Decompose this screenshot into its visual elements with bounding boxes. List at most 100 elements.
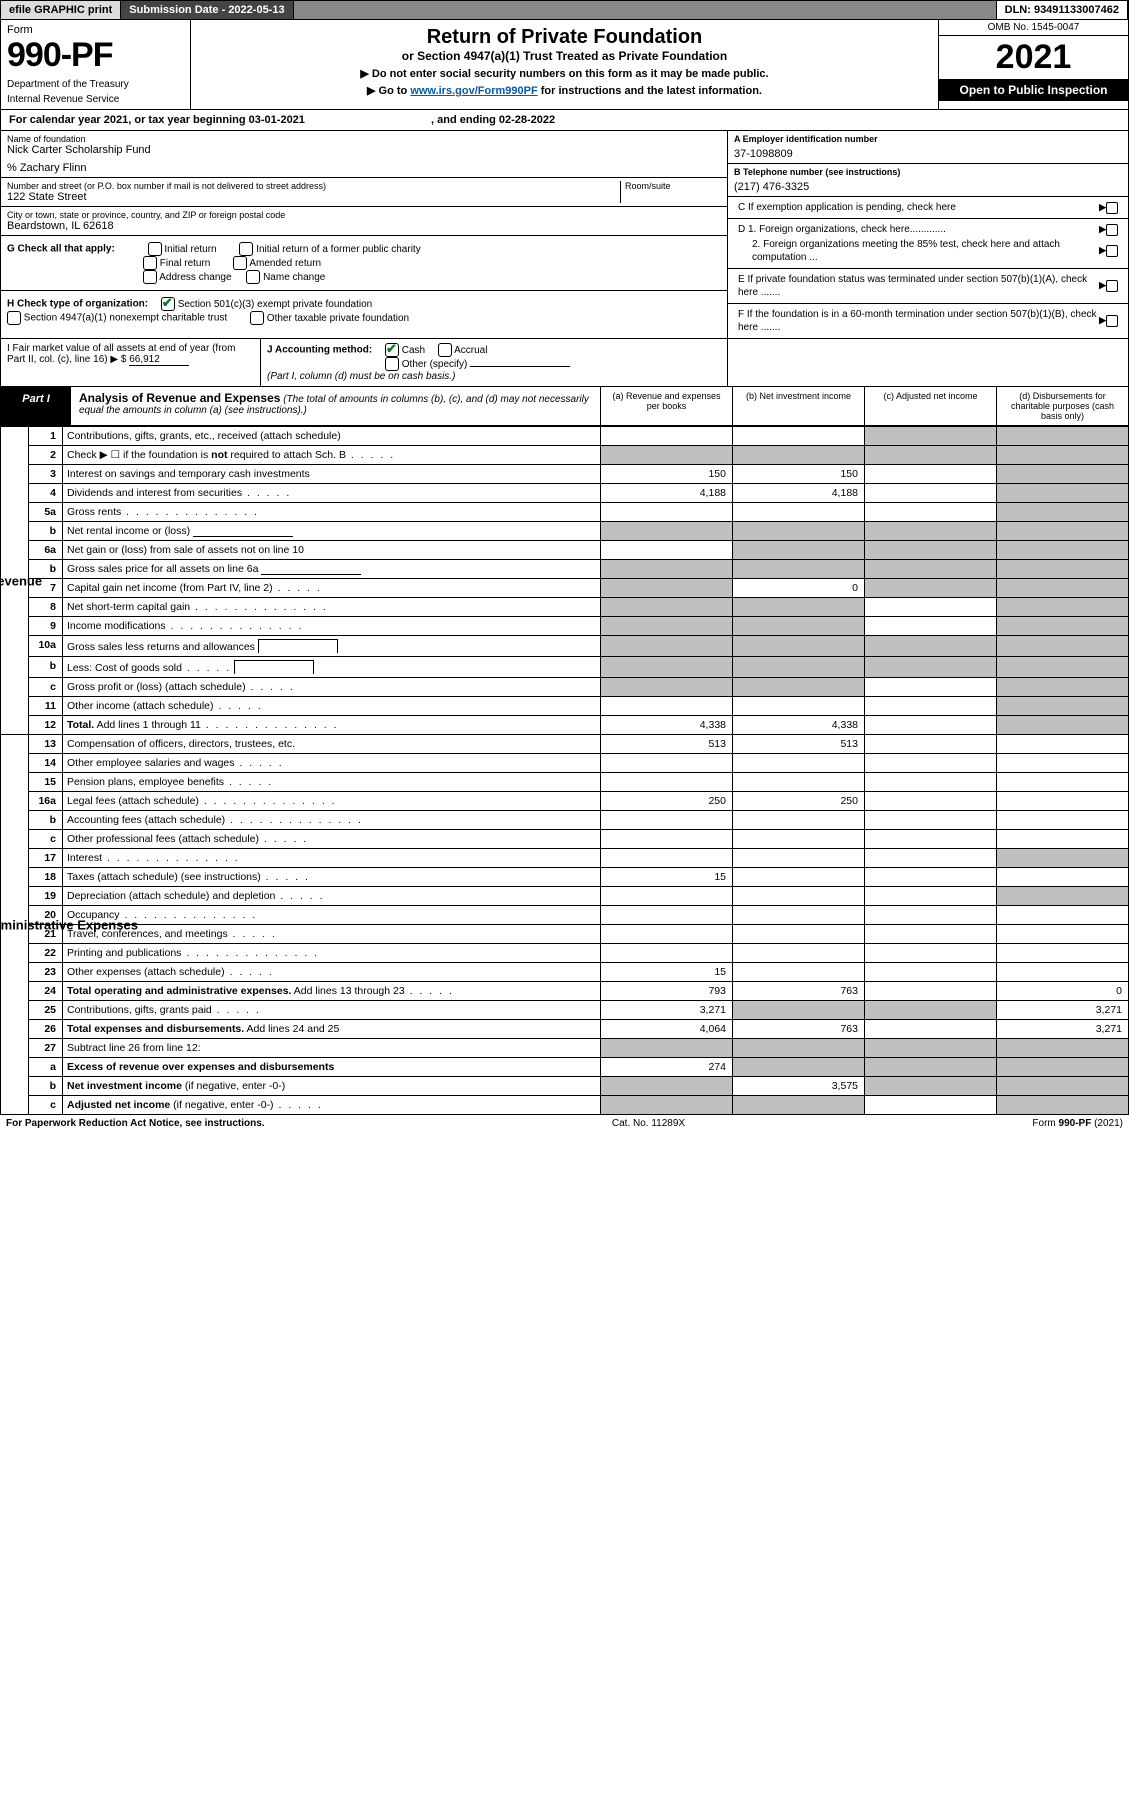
table-row: bNet investment income (if negative, ent… [1, 1077, 1129, 1096]
chk-cash[interactable] [385, 343, 399, 357]
table-row: 26Total expenses and disbursements. Add … [1, 1020, 1129, 1039]
line-number: 10a [29, 636, 63, 657]
line-number: 2 [29, 446, 63, 465]
top-bar: efile GRAPHIC print Submission Date - 20… [0, 0, 1129, 20]
paperwork-notice: For Paperwork Reduction Act Notice, see … [6, 1118, 265, 1129]
cell-b: 150 [733, 465, 865, 484]
phone-value: (217) 476-3325 [734, 181, 1122, 193]
opt-initial-return: Initial return [164, 244, 216, 255]
chk-terminated[interactable] [1106, 280, 1118, 292]
cell-c [865, 792, 997, 811]
cell-a [601, 1039, 733, 1058]
chk-amended-return[interactable] [233, 256, 247, 270]
chk-address-change[interactable] [143, 270, 157, 284]
table-row: bAccounting fees (attach schedule) [1, 811, 1129, 830]
cell-c [865, 735, 997, 754]
opt-final-return: Final return [160, 258, 211, 269]
chk-final-return[interactable] [143, 256, 157, 270]
i-value: 66,912 [129, 354, 189, 366]
line-number: 22 [29, 944, 63, 963]
line-number: 1 [29, 427, 63, 446]
cell-a: 250 [601, 792, 733, 811]
cell-c [865, 811, 997, 830]
chk-85pct[interactable] [1106, 245, 1118, 257]
chk-60month[interactable] [1106, 315, 1118, 327]
chk-name-change[interactable] [246, 270, 260, 284]
table-row: 3Interest on savings and temporary cash … [1, 465, 1129, 484]
line-desc: Compensation of officers, directors, tru… [63, 735, 601, 754]
form-header: Form 990-PF Department of the Treasury I… [0, 20, 1129, 110]
chk-exemption-pending[interactable] [1106, 202, 1118, 214]
cell-a [601, 887, 733, 906]
cell-c [865, 944, 997, 963]
table-row: 18Taxes (attach schedule) (see instructi… [1, 868, 1129, 887]
cell-a [601, 579, 733, 598]
e-label: E If private foundation status was termi… [738, 273, 1099, 299]
cell-dd: 3,271 [997, 1020, 1129, 1039]
line-desc: Occupancy [63, 906, 601, 925]
cell-b [733, 617, 865, 636]
line-number: 14 [29, 754, 63, 773]
line-desc: Gross rents [63, 503, 601, 522]
chk-4947[interactable] [7, 311, 21, 325]
cell-dd [997, 754, 1129, 773]
line-number: 4 [29, 484, 63, 503]
cell-a: 15 [601, 868, 733, 887]
cell-c [865, 503, 997, 522]
cell-b [733, 1096, 865, 1115]
cell-c [865, 560, 997, 579]
cell-b [733, 678, 865, 697]
chk-other-taxable[interactable] [250, 311, 264, 325]
street-address: 122 State Street [7, 191, 616, 203]
chk-initial-former[interactable] [239, 242, 253, 256]
efile-print-button[interactable]: efile GRAPHIC print [1, 1, 121, 19]
table-row: 17Interest [1, 849, 1129, 868]
cell-a [601, 636, 733, 657]
table-row: 25Contributions, gifts, grants paid3,271… [1, 1001, 1129, 1020]
line-desc: Gross sales price for all assets on line… [63, 560, 601, 579]
irs-link[interactable]: www.irs.gov/Form990PF [410, 85, 537, 97]
cell-b [733, 887, 865, 906]
line-number: b [29, 657, 63, 678]
submission-date: Submission Date - 2022-05-13 [121, 1, 293, 19]
form-title: Return of Private Foundation [201, 26, 928, 49]
chk-other-method[interactable] [385, 357, 399, 371]
cell-b [733, 503, 865, 522]
cell-b [733, 754, 865, 773]
chk-initial-return[interactable] [148, 242, 162, 256]
info-block: Name of foundation Nick Carter Scholarsh… [0, 131, 1129, 339]
instr-post: for instructions and the latest informat… [538, 85, 762, 97]
table-row: aExcess of revenue over expenses and dis… [1, 1058, 1129, 1077]
cell-c [865, 484, 997, 503]
line-desc: Total operating and administrative expen… [63, 982, 601, 1001]
cell-b [733, 446, 865, 465]
cell-b [733, 522, 865, 541]
cell-dd [997, 887, 1129, 906]
cell-a [601, 925, 733, 944]
line-desc: Total. Add lines 1 through 11 [63, 716, 601, 735]
line-desc: Legal fees (attach schedule) [63, 792, 601, 811]
cell-b [733, 541, 865, 560]
opt-501c3: Section 501(c)(3) exempt private foundat… [178, 299, 373, 310]
line-desc: Capital gain net income (from Part IV, l… [63, 579, 601, 598]
addr-label: Number and street (or P.O. box number if… [7, 181, 616, 191]
cell-b [733, 944, 865, 963]
open-to-public: Open to Public Inspection [939, 79, 1128, 101]
cell-b [733, 560, 865, 579]
table-row: bNet rental income or (loss) [1, 522, 1129, 541]
cell-c [865, 657, 997, 678]
cell-a: 4,338 [601, 716, 733, 735]
line-number: c [29, 1096, 63, 1115]
chk-501c3[interactable] [161, 297, 175, 311]
chk-foreign-org[interactable] [1106, 224, 1118, 236]
dept-irs: Internal Revenue Service [7, 94, 184, 105]
cell-c [865, 465, 997, 484]
table-row: 24Total operating and administrative exp… [1, 982, 1129, 1001]
cell-c [865, 678, 997, 697]
cell-c [865, 697, 997, 716]
cell-a [601, 657, 733, 678]
cell-dd [997, 830, 1129, 849]
chk-accrual[interactable] [438, 343, 452, 357]
city-label: City or town, state or province, country… [7, 210, 721, 220]
line-desc: Subtract line 26 from line 12: [63, 1039, 601, 1058]
